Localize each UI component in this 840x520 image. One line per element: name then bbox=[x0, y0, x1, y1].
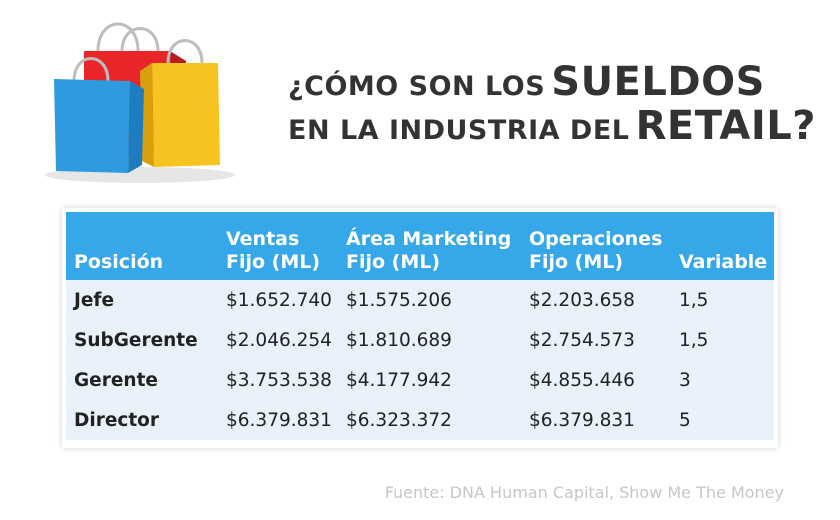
cell-marketing: $6.323.372 bbox=[346, 409, 452, 431]
headline: ¿CÓMO SON LOS SUELDOS EN LA INDUSTRIA DE… bbox=[288, 62, 816, 146]
header-ventas: Ventas Fijo (ML) bbox=[226, 228, 321, 274]
salary-table: Posición Ventas Fijo (ML) Área Marketing F… bbox=[66, 212, 774, 440]
cell-operaciones: $6.379.831 bbox=[529, 409, 635, 431]
headline-line1-large: SUELDOS bbox=[551, 59, 765, 105]
cell-marketing: $1.810.689 bbox=[346, 329, 452, 351]
cell-operaciones: $2.203.658 bbox=[529, 289, 635, 311]
blue-bag-icon bbox=[54, 57, 144, 173]
header-marketing: Área Marketing Fijo (ML) bbox=[346, 228, 512, 274]
headline-line2-large: RETAIL? bbox=[635, 103, 816, 149]
headline-line1-small: ¿CÓMO SON LOS bbox=[288, 71, 546, 102]
cell-posicion: Director bbox=[74, 409, 160, 431]
cell-variable: 5 bbox=[679, 409, 691, 431]
cell-posicion: Gerente bbox=[74, 369, 158, 391]
salary-table-card: Posición Ventas Fijo (ML) Área Marketing F… bbox=[62, 208, 778, 448]
table-row: SubGerente $2.046.254 $1.810.689 $2.754.… bbox=[66, 320, 774, 360]
cell-ventas: $3.753.538 bbox=[226, 369, 332, 391]
cell-variable: 1,5 bbox=[679, 329, 709, 351]
cell-ventas: $6.379.831 bbox=[226, 409, 332, 431]
header-posicion: Posición bbox=[74, 251, 164, 274]
cell-marketing: $1.575.206 bbox=[346, 289, 452, 311]
shopping-bags-illustration bbox=[45, 22, 235, 183]
cell-ventas: $1.652.740 bbox=[226, 289, 332, 311]
cell-posicion: SubGerente bbox=[74, 329, 198, 351]
cell-operaciones: $2.754.573 bbox=[529, 329, 635, 351]
table-row: Director $6.379.831 $6.323.372 $6.379.83… bbox=[66, 400, 774, 440]
cell-operaciones: $4.855.446 bbox=[529, 369, 635, 391]
cell-marketing: $4.177.942 bbox=[346, 369, 452, 391]
cell-posicion: Jefe bbox=[74, 289, 115, 311]
table-row: Gerente $3.753.538 $4.177.942 $4.855.446… bbox=[66, 360, 774, 400]
table-row: Jefe $1.652.740 $1.575.206 $2.203.658 1,… bbox=[66, 280, 774, 320]
source-caption: Fuente: DNA Human Capital, Show Me The M… bbox=[384, 483, 784, 502]
table-header-row: Posición Ventas Fijo (ML) Área Marketing F… bbox=[66, 212, 774, 280]
cell-variable: 1,5 bbox=[679, 289, 709, 311]
header-variable: Variable bbox=[679, 251, 768, 274]
cell-ventas: $2.046.254 bbox=[226, 329, 332, 351]
cell-variable: 3 bbox=[679, 369, 691, 391]
header-operaciones: Operaciones Fijo (ML) bbox=[529, 228, 663, 274]
headline-line2-small: EN LA INDUSTRIA DEL bbox=[288, 115, 630, 146]
